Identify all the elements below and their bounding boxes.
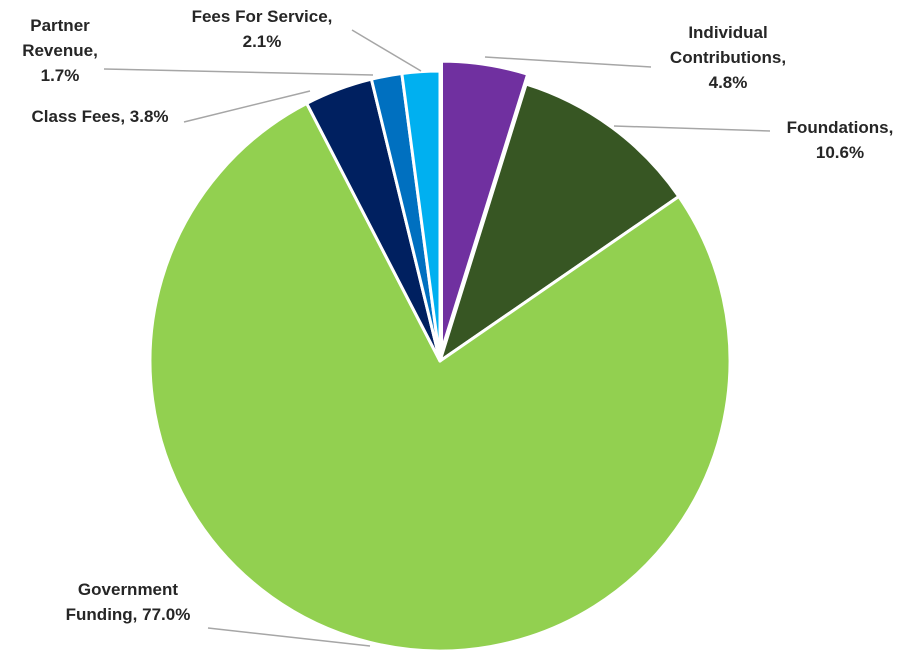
data-labels: Individual Contributions, 4.8%Foundations,… <box>22 7 893 624</box>
pie-slice-individual-contributions <box>440 59 530 353</box>
leader-line-individual-contributions <box>484 56 652 68</box>
leader-line-foundations <box>613 125 771 132</box>
pie-slice-foundations <box>438 82 681 363</box>
data-label-individual-contributions: Individual Contributions, 4.8% <box>670 23 786 92</box>
data-label-government-funding: Government Funding, 77.0% <box>66 580 191 624</box>
leader-line-class-fees <box>183 90 311 123</box>
data-label-class-fees: Class Fees, 3.8% <box>31 107 168 126</box>
pie-slice-government-funding <box>148 101 732 653</box>
leader-line-government-funding <box>207 627 371 647</box>
data-label-foundations: Foundations, 10.6% <box>787 118 894 162</box>
pie-slices <box>148 59 732 653</box>
leader-lines <box>103 29 771 647</box>
leader-line-partner-revenue <box>103 68 374 76</box>
data-label-fees-for-service: Fees For Service, 2.1% <box>192 7 333 51</box>
leader-line-fees-for-service <box>351 29 422 72</box>
data-label-partner-revenue: Partner Revenue, 1.7% <box>22 16 98 85</box>
pie-slice-fees-for-service <box>400 69 442 363</box>
